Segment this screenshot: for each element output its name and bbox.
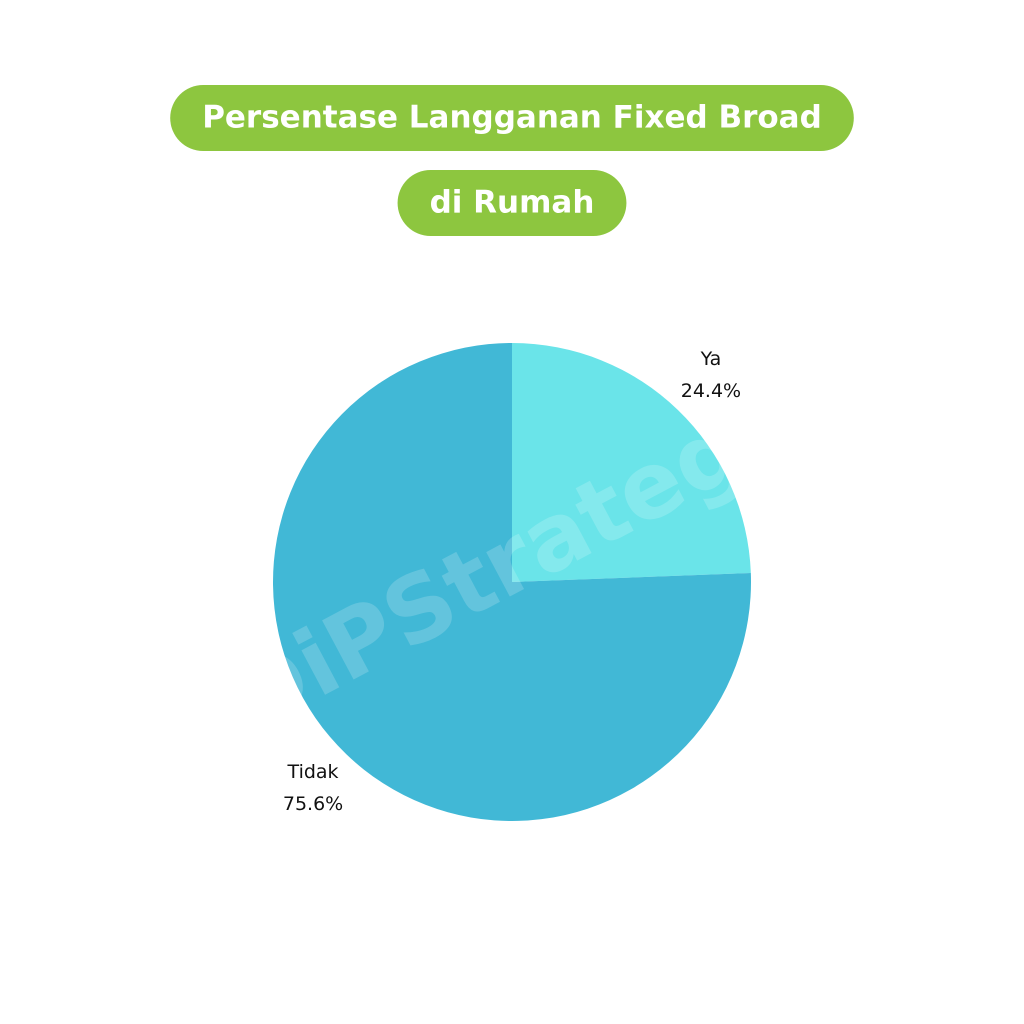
title-pill: Persentase Langganan Fixed Broad: [170, 85, 854, 151]
pie-slice: [512, 343, 751, 582]
title-background: [397, 170, 627, 236]
title-background: [170, 85, 854, 151]
slice-label: Ya: [700, 348, 722, 370]
slice-value-label: 24.4%: [681, 380, 741, 402]
pie-slice: [273, 343, 752, 821]
slice-label: Tidak: [287, 761, 339, 783]
chart-title: di Rumah: [430, 185, 595, 221]
chart-title: Persentase Langganan Fixed Broad: [202, 100, 822, 136]
slice-value-label: 75.6%: [283, 793, 343, 815]
title-pill: di Rumah: [397, 170, 627, 236]
